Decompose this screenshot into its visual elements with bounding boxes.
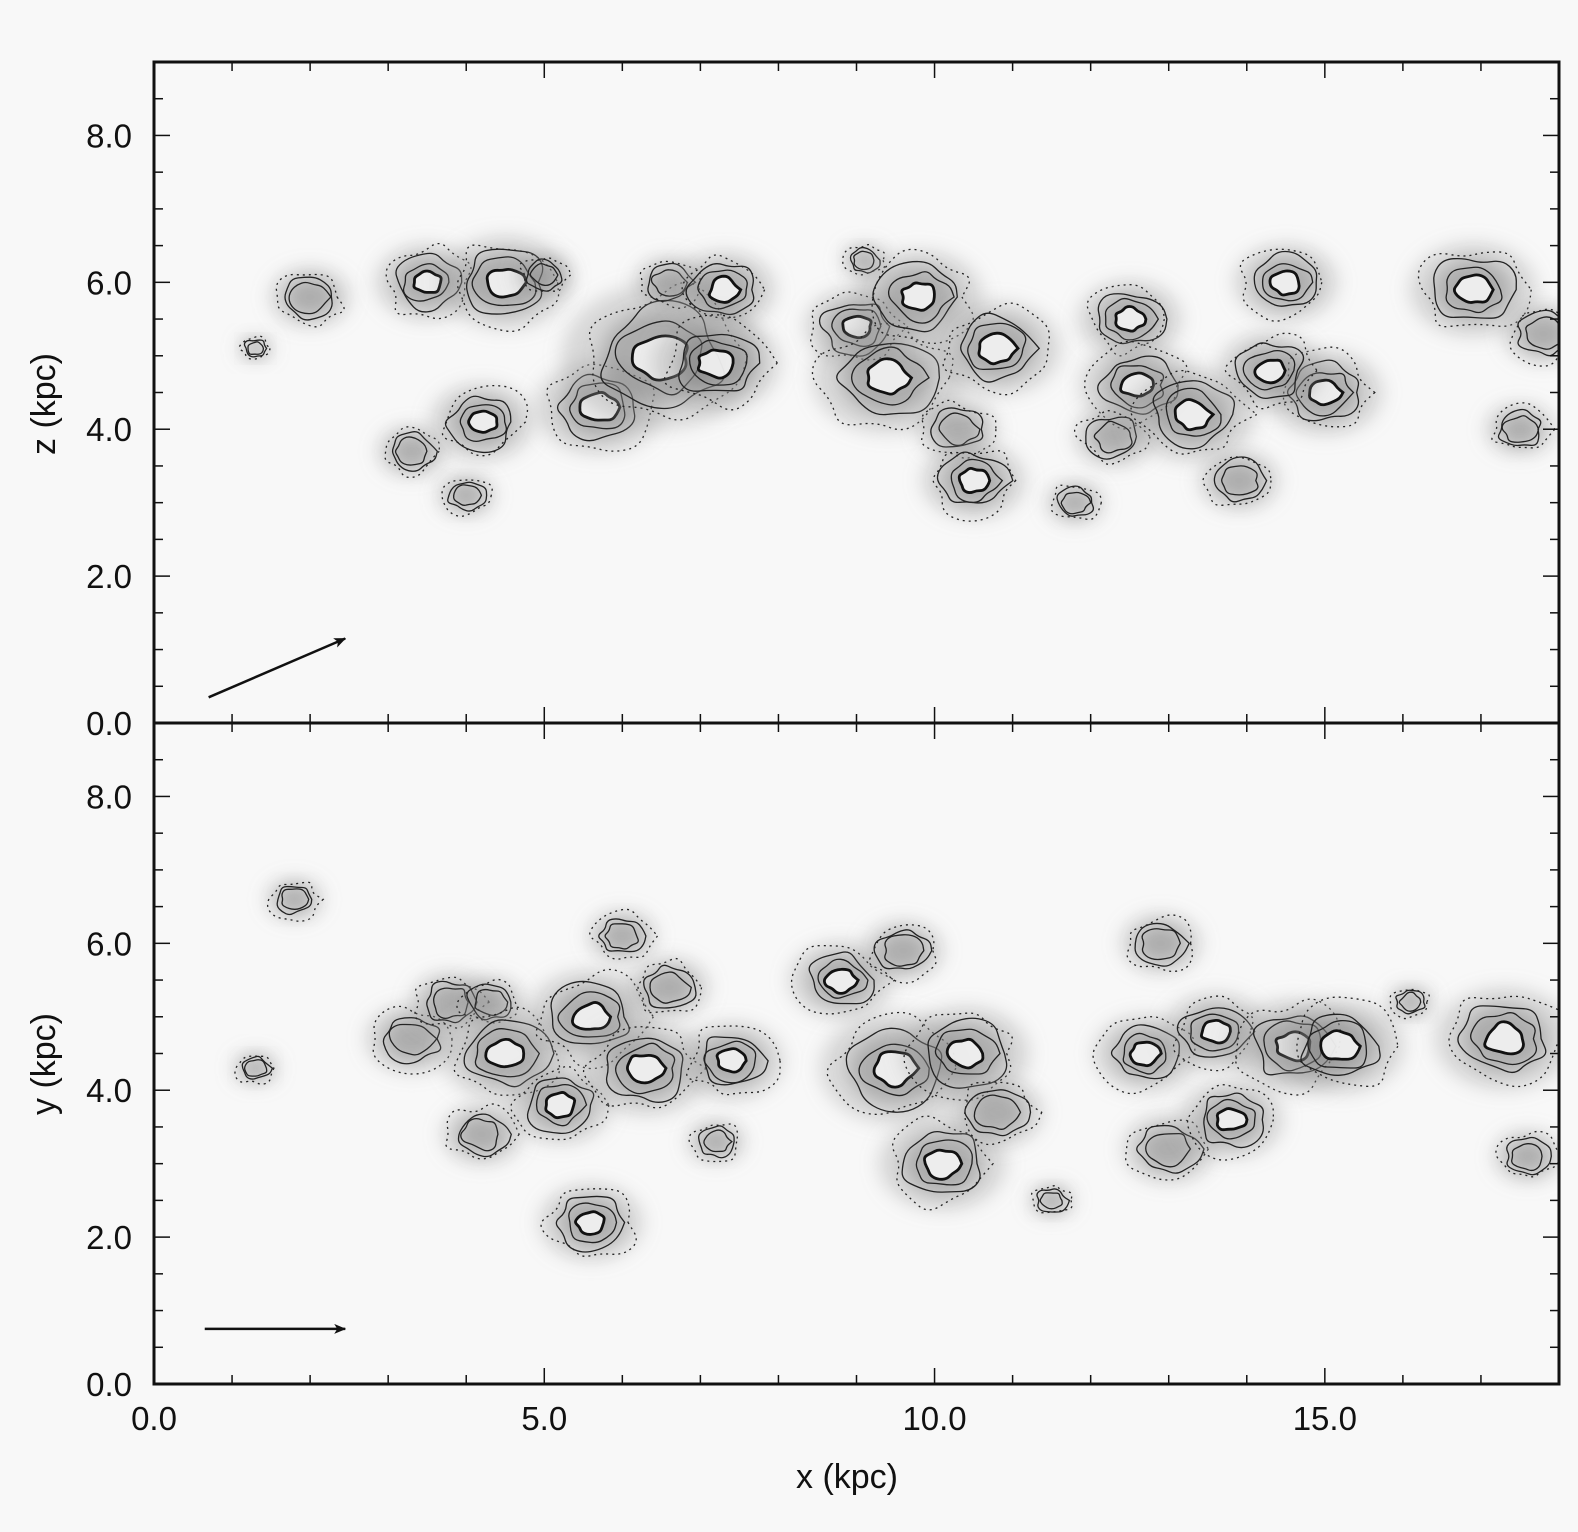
panel-bottom-xy: 0.0 5.0 10.0 15.0 0.0 2.0 4.0 6.0 8.0 y (kpc) x… [25,721,1561,1496]
bottom-density-field [232,877,1559,1262]
panel-bottom-frame [152,721,1561,1386]
gas-clump [1197,450,1280,511]
gas-clump [950,1077,1044,1147]
gas-clump [1408,242,1538,337]
x-tick-label: 15.0 [1293,1400,1357,1437]
gas-clump [678,1022,785,1100]
gas-clump [628,957,711,1018]
x-tick-label: 10.0 [902,1400,966,1437]
y-tick-label: 2.0 [86,558,132,595]
gas-clump [1387,984,1435,1020]
gas-clump [538,1183,644,1262]
bottom-x-ticks: 0.0 5.0 10.0 15.0 [131,723,1482,1437]
y-tick-label: 2.0 [86,1219,132,1256]
gas-clump [1127,367,1259,462]
gas-clump [1028,1183,1076,1218]
gas-clump [1077,280,1183,358]
y-tick-label: 8.0 [86,778,132,815]
gas-clump [686,1120,746,1164]
gas-clump [440,1103,523,1165]
y-tick-label: 4.0 [86,1072,132,1109]
gas-clump [1233,243,1339,322]
gas-clump [1502,303,1559,367]
gas-clump [429,383,535,461]
gas-clump [1178,1080,1284,1161]
y-tick-label: 8.0 [86,117,132,154]
gas-clump [1217,331,1323,410]
y-tick-label: 4.0 [86,411,132,448]
bottom-y-axis-label: y (kpc) [25,1013,63,1115]
gas-clump [862,920,945,984]
gas-clump [436,473,496,517]
gas-clump [671,251,777,329]
gas-clump [265,877,325,922]
y-tick-label: 6.0 [86,264,132,301]
y-tick-label: 0.0 [86,1366,132,1403]
gas-clump [232,1051,279,1086]
gas-clump [1119,913,1202,974]
gas-clump [901,1006,1031,1101]
y-tick-label: 6.0 [86,925,132,962]
top-y-axis-label: z (kpc) [25,353,63,455]
gas-clump [932,301,1062,396]
x-axis-label: x (kpc) [796,1458,898,1496]
gas-clump [237,335,274,362]
top-density-field [237,235,1559,525]
gas-clump [920,441,1027,522]
y-tick-label: 0.0 [86,705,132,742]
top-flow-arrow [208,637,347,699]
gas-clump [1045,481,1105,525]
gas-clump [515,253,574,297]
gas-clump [587,908,659,962]
panel-top-xz: 0.0 2.0 4.0 6.0 8.0 z (kpc) [25,60,1561,742]
x-tick-label: 0.0 [131,1400,177,1437]
x-tick-label: 5.0 [521,1400,567,1437]
gas-clump [651,314,781,411]
gas-clump [1434,987,1559,1091]
gas-clump [269,266,352,328]
gas-clump [1484,402,1556,455]
gas-clump [1276,996,1405,1094]
gas-clump [811,322,964,434]
gas-clump [581,1020,711,1116]
gas-clump [1492,1130,1559,1183]
gas-clump [376,425,447,479]
